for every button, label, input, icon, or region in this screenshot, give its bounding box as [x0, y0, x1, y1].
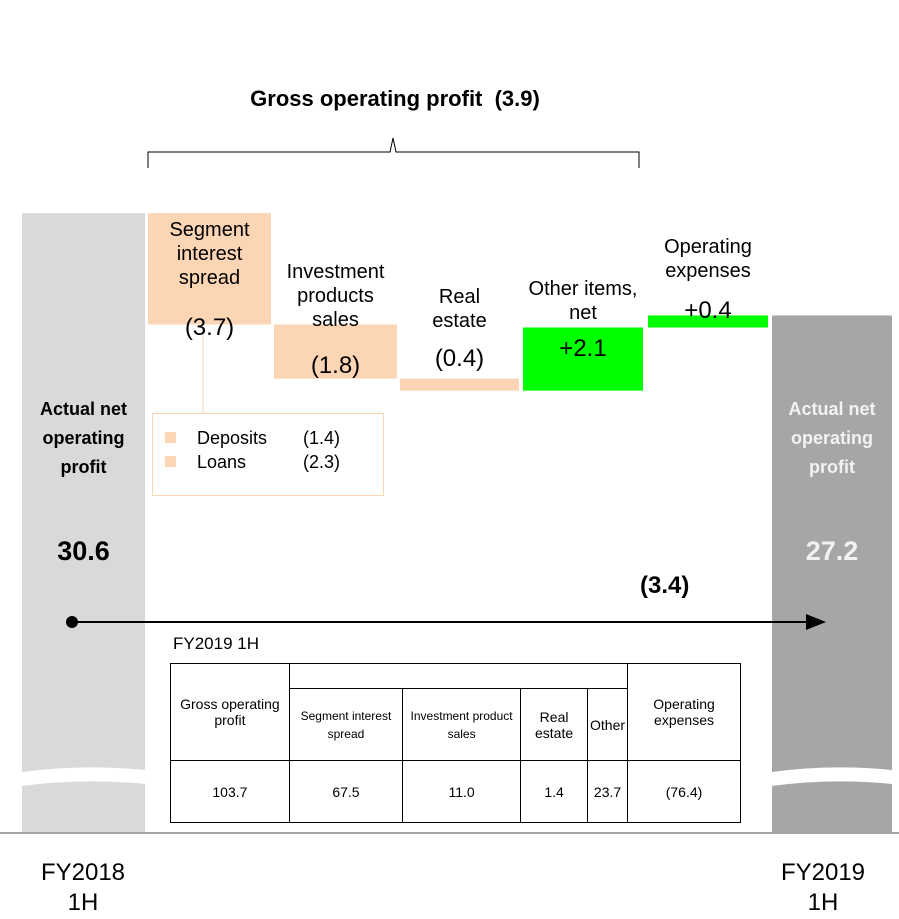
period-label: FY2018 1H	[40, 859, 126, 916]
value-cell: 103.7	[170, 760, 290, 823]
bar	[648, 315, 768, 328]
value-label: +0.4	[684, 297, 732, 324]
bar	[22, 213, 145, 834]
bar	[148, 213, 271, 325]
swatch	[165, 456, 176, 467]
breakdown: Deposits (1.4) Loans (2.3)	[152, 413, 384, 496]
breakdown-value: (2.3)	[303, 452, 341, 472]
bar	[400, 378, 519, 391]
value-cell: (76.4)	[627, 760, 741, 823]
bar	[772, 315, 892, 833]
swatch	[165, 432, 176, 443]
category-label: Segment interest spread	[169, 219, 250, 289]
value-label: (0.4)	[434, 345, 485, 372]
value-cell: 11.0	[402, 760, 522, 823]
value-cell: 67.5	[288, 760, 404, 823]
table-caption: FY2019 1H	[173, 634, 259, 653]
breakdown-name: Loans	[197, 452, 247, 472]
value-cell: 1.4	[520, 760, 589, 823]
bar	[523, 327, 643, 391]
breakdown-name: Deposits	[197, 428, 268, 448]
category-label: Actual net operating profit	[39, 399, 127, 477]
table: Gross operating profit Operating expense…	[170, 663, 741, 823]
header-cell: Investment product sales	[402, 688, 522, 761]
header-span	[288, 663, 629, 689]
category-label: Real estate	[432, 286, 487, 332]
value-label: (3.7)	[184, 314, 235, 341]
axis-break	[22, 767, 145, 786]
category-label: Investment products sales	[286, 261, 385, 331]
value-label: +2.1	[559, 335, 607, 362]
value-label: (1.8)	[310, 352, 361, 379]
bracket	[147, 137, 640, 168]
axis-break	[772, 767, 892, 786]
header-cell: Other	[587, 688, 629, 761]
header-cell: Gross operating profit	[170, 663, 290, 761]
value-label: 30.6	[57, 536, 110, 566]
arrow-dot	[66, 616, 78, 628]
arrow-head	[806, 614, 826, 630]
value-label: 27.2	[805, 536, 859, 566]
header-cell: Real estate	[520, 688, 589, 761]
category-label: Actual net operating profit	[788, 399, 876, 477]
header-cell: Segment interest spread	[288, 688, 404, 761]
breakdown-value: (1.4)	[303, 428, 341, 448]
category-label: Operating expenses	[664, 236, 752, 282]
header-cell: Operating expenses	[627, 663, 741, 761]
title: Gross operating profit (3.9)	[250, 86, 540, 111]
category-label: Other items, net	[528, 278, 638, 324]
change-label: (3.4)	[640, 572, 690, 599]
period-label: FY2019 1H	[780, 859, 866, 916]
bar	[274, 324, 397, 379]
value-cell: 23.7	[587, 760, 629, 823]
